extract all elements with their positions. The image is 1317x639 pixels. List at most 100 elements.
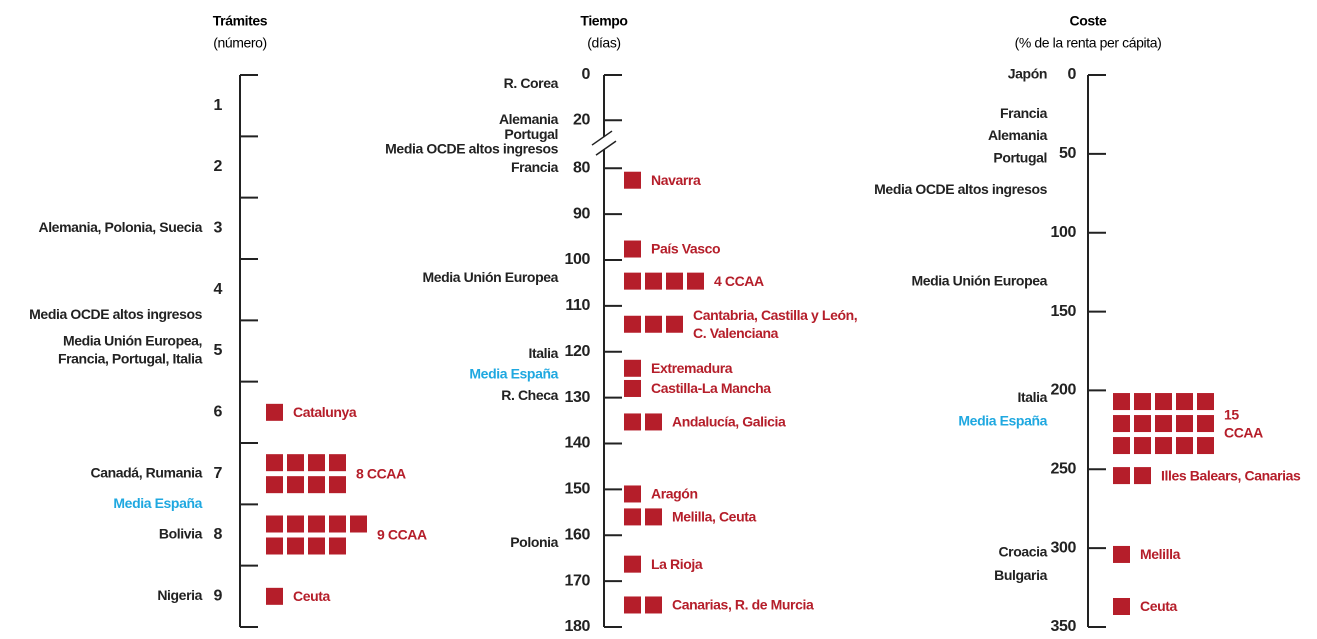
region-square xyxy=(266,537,283,555)
region-square xyxy=(624,272,641,290)
region-square xyxy=(1113,437,1130,455)
region-square xyxy=(1176,393,1193,411)
region-square xyxy=(645,596,662,614)
country-label: Media España xyxy=(958,413,1047,429)
country-label: Italia xyxy=(1017,389,1047,405)
region-square xyxy=(266,476,283,494)
region-label: País Vasco xyxy=(651,241,720,257)
region-square xyxy=(1197,415,1214,433)
region-label: Canarias, R. de Murcia xyxy=(672,597,814,613)
region-square xyxy=(1155,415,1172,433)
panel-subtitle: (% de la renta per cápita) xyxy=(1015,35,1162,51)
country-label: Media España xyxy=(113,495,202,511)
y-tick-label: 7 xyxy=(214,465,223,482)
region-square xyxy=(645,413,662,431)
y-tick-label: 300 xyxy=(1051,539,1077,556)
y-tick-label: 120 xyxy=(565,343,591,360)
y-tick-label: 3 xyxy=(214,220,223,237)
country-label: Alemania, Polonia, Suecia xyxy=(38,219,202,235)
region-square xyxy=(645,272,662,290)
region-square xyxy=(287,515,304,533)
region-square xyxy=(287,454,304,472)
region-square xyxy=(329,515,346,533)
region-square xyxy=(266,403,283,421)
region-square xyxy=(1134,437,1151,455)
region-square xyxy=(624,413,641,431)
country-label: Canadá, Rumania xyxy=(91,464,203,480)
region-square xyxy=(1113,415,1130,433)
region-square xyxy=(1155,437,1172,455)
region-square xyxy=(1113,393,1130,411)
region-label: Illes Balears, Canarias xyxy=(1161,467,1301,483)
region-label: Navarra xyxy=(651,172,701,188)
region-square xyxy=(645,315,662,333)
country-label: Nigeria xyxy=(157,587,202,603)
y-tick-label: 2 xyxy=(214,158,223,175)
country-label: Media Unión Europea xyxy=(911,272,1047,288)
region-label: Andalucía, Galicia xyxy=(672,414,786,430)
panel-subtitle: (días) xyxy=(587,35,620,51)
panel-subtitle: (número) xyxy=(213,35,267,51)
region-square xyxy=(624,596,641,614)
region-square xyxy=(624,240,641,258)
region-square xyxy=(624,555,641,573)
country-label: Francia, Portugal, Italia xyxy=(58,351,203,367)
region-square xyxy=(624,485,641,503)
y-tick-label: 50 xyxy=(1059,145,1076,162)
region-square xyxy=(308,476,325,494)
country-label: Bulgaria xyxy=(994,567,1047,583)
region-square xyxy=(666,272,683,290)
region-label: 4 CCAA xyxy=(714,273,764,289)
country-label: Francia xyxy=(1000,105,1048,121)
country-label: Media Unión Europea, xyxy=(63,333,202,349)
y-tick-label: 5 xyxy=(214,342,223,359)
y-tick-label: 20 xyxy=(573,111,590,128)
region-square xyxy=(1113,597,1130,615)
region-square xyxy=(1197,437,1214,455)
region-square xyxy=(266,515,283,533)
y-tick-label: 9 xyxy=(214,588,223,605)
region-square xyxy=(266,587,283,605)
panel-title: Coste xyxy=(1070,13,1108,29)
y-tick-label: 130 xyxy=(565,389,591,406)
y-tick-label: 90 xyxy=(573,205,590,222)
region-square xyxy=(329,537,346,555)
country-label: Media OCDE altos ingresos xyxy=(29,306,202,322)
country-label: Japón xyxy=(1008,66,1047,82)
country-label: Media OCDE altos ingresos xyxy=(385,141,558,157)
region-label: Cantabria, Castilla y León, xyxy=(693,307,857,323)
region-square xyxy=(624,171,641,189)
country-label: Italia xyxy=(528,345,558,361)
region-square xyxy=(624,508,641,526)
y-tick-label: 350 xyxy=(1051,618,1077,634)
y-tick-label: 100 xyxy=(1051,224,1077,241)
country-label: Alemania xyxy=(499,111,559,127)
country-label: R. Checa xyxy=(501,387,558,403)
region-square xyxy=(666,315,683,333)
region-square xyxy=(1155,393,1172,411)
country-label: Portugal xyxy=(504,126,558,142)
y-tick-label: 140 xyxy=(565,435,591,452)
y-tick-label: 1 xyxy=(214,97,223,114)
country-label: Alemania xyxy=(988,127,1048,143)
y-tick-label: 80 xyxy=(573,160,590,177)
country-label: Portugal xyxy=(993,149,1047,165)
y-tick-label: 160 xyxy=(565,526,591,543)
region-square xyxy=(1134,467,1151,485)
region-square xyxy=(624,359,641,377)
region-square xyxy=(687,272,704,290)
region-square xyxy=(1134,415,1151,433)
country-label: Polonia xyxy=(510,534,558,550)
region-label: 15 xyxy=(1224,406,1239,422)
region-square xyxy=(1134,393,1151,411)
panel-title: Tiempo xyxy=(580,13,627,29)
region-label: CCAA xyxy=(1224,424,1263,440)
region-label: Melilla xyxy=(1140,546,1181,562)
region-label: La Rioja xyxy=(651,556,703,572)
region-square xyxy=(1176,437,1193,455)
region-square xyxy=(1113,545,1130,563)
y-tick-label: 8 xyxy=(214,526,223,543)
region-label: Ceuta xyxy=(1140,598,1178,614)
